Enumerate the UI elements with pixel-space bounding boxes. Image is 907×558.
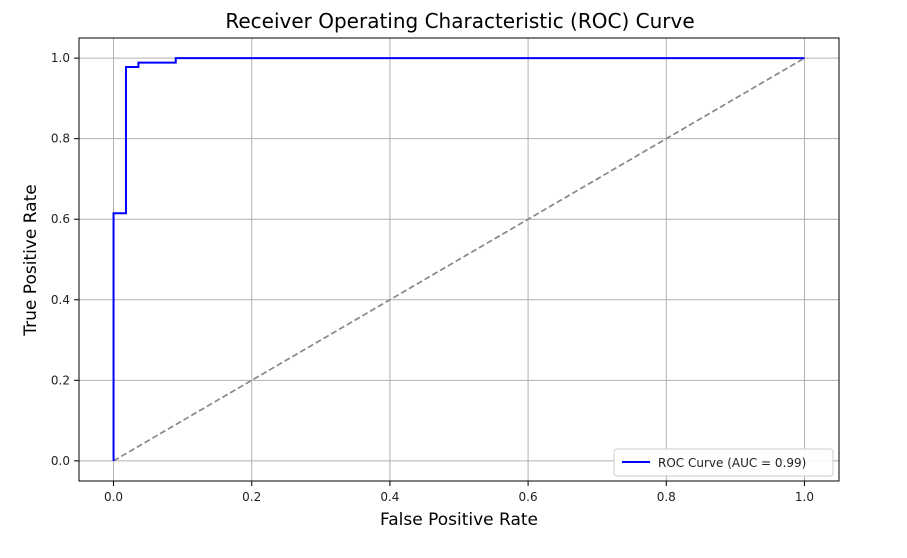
plot-area-frame <box>78 37 840 482</box>
x-tick-label-2: 0.4 <box>380 490 399 504</box>
x-tick-label-3: 0.6 <box>519 490 538 504</box>
y-tick-label-4: 0.8 <box>51 132 70 146</box>
y-tick-label-5: 1.0 <box>51 51 70 65</box>
legend-label-roc: ROC Curve (AUC = 0.99) <box>658 456 806 470</box>
x-tick-label-5: 1.0 <box>795 490 814 504</box>
chart-title: Receiver Operating Characteristic (ROC) … <box>225 9 694 33</box>
x-tick-label-0: 0.0 <box>104 490 123 504</box>
random-classifier-diagonal <box>113 57 805 462</box>
x-tick-label-4: 0.8 <box>657 490 676 504</box>
y-axis-label: True Positive Rate <box>21 184 41 336</box>
y-tick-label-3: 0.6 <box>51 212 70 226</box>
x-axis-label: False Positive Rate <box>380 510 538 530</box>
y-axis-ticks: 0.0 0.2 0.4 0.6 0.8 1.0 <box>51 51 79 468</box>
series-layer <box>112 57 805 462</box>
legend-box <box>613 448 834 477</box>
x-axis-ticks: 0.0 0.2 0.4 0.6 0.8 1.0 <box>104 481 814 504</box>
y-tick-label-1: 0.2 <box>51 373 70 387</box>
y-tick-label-2: 0.4 <box>51 293 70 307</box>
roc-curve-line <box>112 57 805 461</box>
legend: ROC Curve (AUC = 0.99) <box>613 448 834 477</box>
x-tick-label-1: 0.2 <box>242 490 261 504</box>
y-tick-label-0: 0.0 <box>51 454 70 468</box>
